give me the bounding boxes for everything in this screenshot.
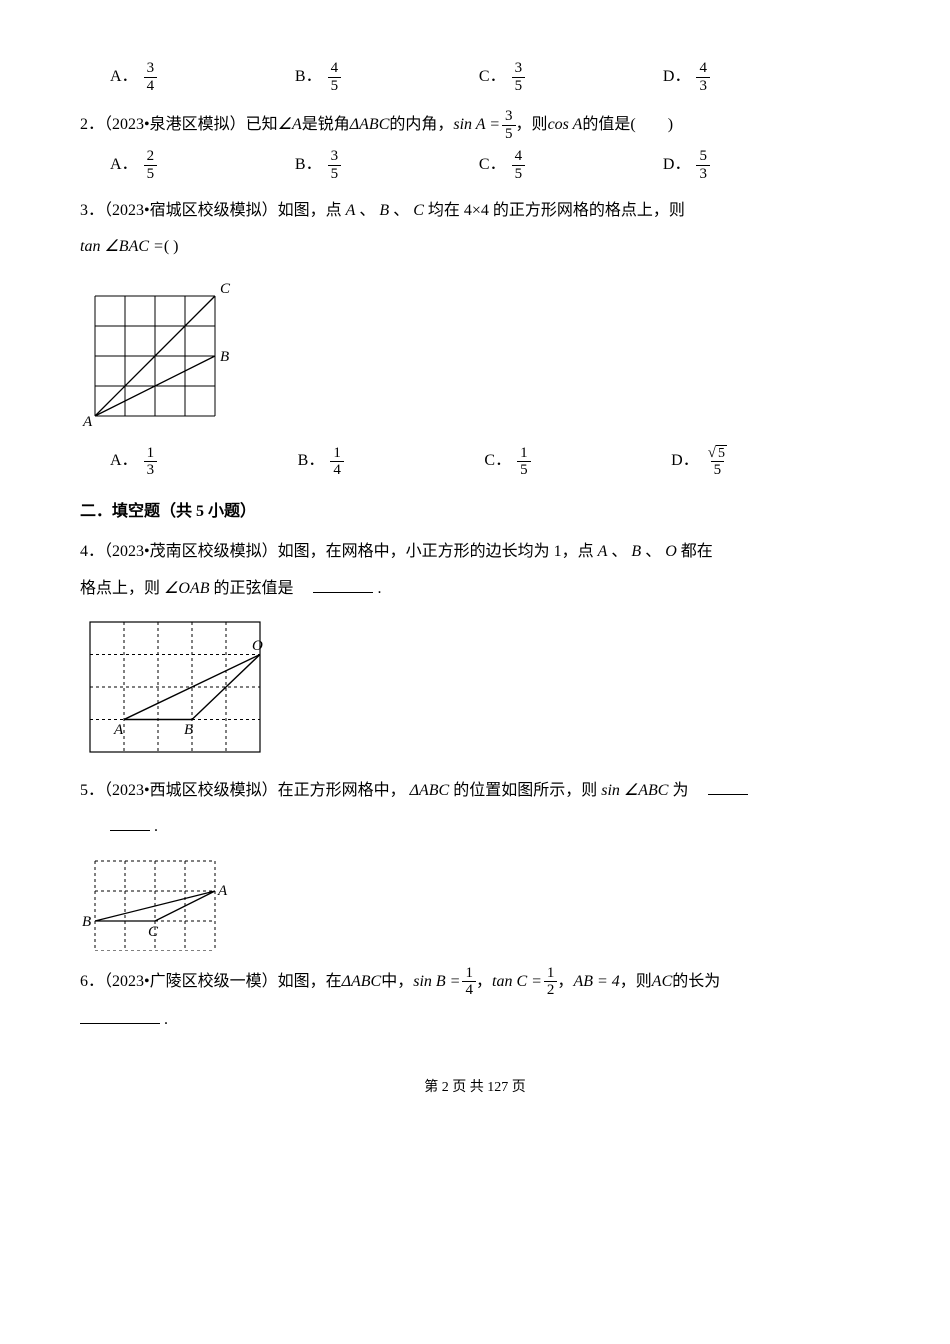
q1-opt-a: A． 3 4 bbox=[110, 60, 157, 94]
q4-line2: 格点上，则 ∠OAB 的正弦值是 . bbox=[80, 574, 870, 604]
tan-c-eq: tan C = 12 bbox=[492, 965, 557, 999]
q4: 4．（2023•茂南区校级模拟）如图，在网格中，小正方形的边长均为 1，点 A … bbox=[80, 537, 870, 567]
q1-options: A． 3 4 B． 4 5 C． 3 5 D． 4 3 bbox=[110, 60, 710, 94]
q6-blank-line: . bbox=[80, 1005, 870, 1035]
q6: 6．（2023•广陵区校级一模）如图，在 ΔABC 中， sin B = 14 … bbox=[80, 965, 870, 999]
q3-opt-d: D． 5 5 bbox=[671, 445, 730, 479]
q1-opt-d: D． 4 3 bbox=[663, 60, 710, 94]
q2-opt-c: C． 45 bbox=[479, 148, 525, 182]
page-footer: 第 2 页 共 127 页 bbox=[80, 1075, 870, 1102]
answer-blank bbox=[313, 576, 373, 593]
cos-a: cos A bbox=[548, 110, 583, 140]
q5-blank-line: . bbox=[110, 812, 870, 842]
opt-label: A． bbox=[110, 62, 138, 94]
svg-text:C: C bbox=[148, 924, 159, 940]
angle-a: ∠A bbox=[278, 110, 302, 140]
q3-opt-a: A． 13 bbox=[110, 445, 157, 479]
q1-opt-c: C． 3 5 bbox=[479, 60, 525, 94]
svg-text:C: C bbox=[220, 281, 231, 297]
q3-figure: A B C bbox=[80, 271, 250, 431]
q2-text: 2．（2023•泉港区模拟）已知 bbox=[80, 110, 278, 140]
q4-figure: A B O bbox=[80, 612, 270, 762]
opt-label: B． bbox=[295, 62, 322, 94]
section-2-title: 二．填空题（共 5 小题） bbox=[80, 497, 870, 527]
q3-eq: tan ∠BAC = ( ) bbox=[80, 232, 870, 262]
sin-a-eq: sin A = 3 5 bbox=[453, 108, 515, 142]
q2-opt-d: D． 53 bbox=[663, 148, 710, 182]
fraction: 3 5 bbox=[502, 108, 516, 142]
svg-text:A: A bbox=[217, 883, 228, 899]
triangle-abc: ΔABC bbox=[350, 110, 390, 140]
q2-opt-a: A． 25 bbox=[110, 148, 157, 182]
sin-b-eq: sin B = 14 bbox=[413, 965, 476, 999]
q2: 2．（2023•泉港区模拟）已知 ∠A 是锐角 ΔABC 的内角， sin A … bbox=[80, 108, 870, 142]
answer-blank bbox=[80, 1007, 160, 1024]
answer-blank bbox=[708, 778, 748, 795]
opt-label: C． bbox=[479, 62, 506, 94]
svg-text:A: A bbox=[82, 414, 93, 430]
q3-options: A． 13 B． 14 C． 15 D． 5 5 bbox=[110, 445, 730, 479]
q3: 3．（2023•宿城区校级模拟）如图，点 A 、 B 、 C 均在 4×4 的正… bbox=[80, 196, 870, 226]
q3-opt-c: C． 15 bbox=[484, 445, 530, 479]
fraction: 3 5 bbox=[512, 60, 526, 94]
svg-text:B: B bbox=[220, 349, 229, 365]
q1-opt-b: B． 4 5 bbox=[295, 60, 341, 94]
q5-figure: B C A bbox=[80, 851, 230, 951]
answer-paren: ( ) bbox=[630, 110, 673, 140]
answer-blank bbox=[110, 814, 150, 831]
q2-options: A． 25 B． 35 C． 45 D． 53 bbox=[110, 148, 710, 182]
opt-label: D． bbox=[663, 62, 691, 94]
svg-text:A: A bbox=[113, 722, 124, 738]
svg-text:O: O bbox=[252, 638, 263, 654]
q3-opt-b: B． 14 bbox=[298, 445, 344, 479]
q5: 5．（2023•西城区校级模拟）在正方形网格中， ΔABC 的位置如图所示，则 … bbox=[80, 776, 870, 806]
svg-text:B: B bbox=[82, 914, 91, 930]
fraction: 3 4 bbox=[144, 60, 158, 94]
q2-opt-b: B． 35 bbox=[295, 148, 341, 182]
fraction: 4 3 bbox=[696, 60, 710, 94]
svg-text:B: B bbox=[184, 722, 193, 738]
fraction: 4 5 bbox=[328, 60, 342, 94]
